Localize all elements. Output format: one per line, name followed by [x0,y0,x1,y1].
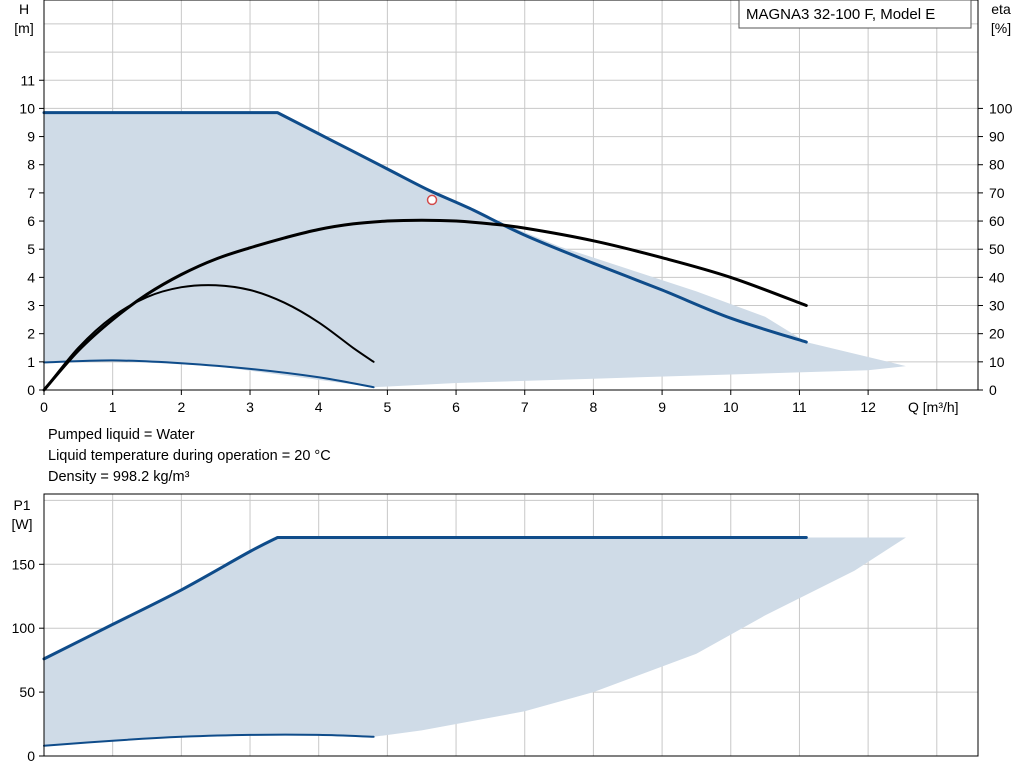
note-liquid-temperature: Liquid temperature during operation = 20… [48,448,331,464]
eta-tick-label: 80 [989,157,1005,173]
note-density: Density = 998.2 kg/m³ [48,469,190,485]
eta-tick-label: 50 [989,241,1005,257]
power-tick-label: 50 [19,684,35,700]
eta-tick-label: 70 [989,185,1005,201]
power-tick-label: 0 [27,748,35,764]
power-y-axis-ticks: 0 50 100 150 [12,556,44,764]
head-y-axis-label: H [19,1,29,17]
y-tick-label: 10 [19,100,35,116]
eta-tick-label: 30 [989,298,1005,314]
eta-axis-label: eta [991,1,1011,17]
head-y-axis-unit: [m] [14,20,33,36]
power-chart-curves [42,536,808,747]
eta-tick-label: 90 [989,129,1005,145]
head-x-axis-ticks: 0 1 2 3 4 5 6 7 8 9 10 11 12 [40,390,876,415]
x-tick-label: 9 [658,399,666,415]
y-tick-label: 9 [27,129,35,145]
duty-point-marker[interactable] [426,194,438,206]
power-chart-frame [43,493,979,757]
model-label-box: MAGNA3 32-100 F, Model E [738,0,972,29]
eta-tick-label: 60 [989,213,1005,229]
x-tick-label: 10 [723,399,739,415]
y-tick-label: 0 [27,382,35,398]
note-pumped-liquid: Pumped liquid = Water [48,427,195,443]
head-chart-frame [43,0,979,391]
power-y-axis-label: P1 [13,497,30,513]
x-tick-label: 8 [590,399,598,415]
y-tick-label: 6 [27,213,35,229]
y-tick-label: 7 [27,185,35,201]
power-tick-label: 100 [12,620,36,636]
eta-tick-label: 20 [989,326,1005,342]
max-efficiency-curve [42,218,808,392]
eta-tick-label: 40 [989,269,1005,285]
power-operating-envelope [44,537,906,746]
y-tick-label: 8 [27,157,35,173]
x-tick-label: 7 [521,399,529,415]
y-tick-label: 2 [27,326,35,342]
eta-axis-unit: [%] [991,20,1011,36]
x-tick-label: 6 [452,399,460,415]
head-chart-curves [42,111,808,392]
y-tick-label: 1 [27,354,35,370]
y-tick-label: 5 [27,241,35,257]
eta-tick-label: 100 [989,100,1013,116]
x-tick-label: 2 [177,399,185,415]
power-tick-label: 150 [12,556,36,572]
max-power-curve [42,536,808,661]
x-tick-label: 0 [40,399,48,415]
min-head-curve [43,359,375,389]
head-eta-axis-ticks: 0 10 20 30 40 50 60 70 80 90 100 [978,100,1013,398]
min-efficiency-curve [43,284,375,391]
x-tick-label: 5 [383,399,391,415]
y-tick-label: 4 [27,269,35,285]
y-tick-label: 11 [20,72,35,88]
eta-tick-label: 10 [989,354,1005,370]
power-y-axis-unit: [W] [12,516,33,532]
head-y-axis-ticks: 0 1 2 3 4 5 6 7 8 9 10 11 [19,72,44,398]
y-tick-label: 3 [27,298,35,314]
min-power-curve [43,733,375,747]
x-tick-label: 11 [792,399,807,415]
x-tick-label: 3 [246,399,254,415]
flow-axis-label: Q [m³/h] [908,399,959,415]
x-tick-label: 1 [109,399,117,415]
liquid-notes: Pumped liquid = Water Liquid temperature… [48,427,331,485]
eta-tick-label: 0 [989,382,997,398]
model-label: MAGNA3 32-100 F, Model E [746,6,935,23]
head-operating-envelope [44,112,906,388]
x-tick-label: 4 [315,399,323,415]
x-tick-label: 12 [860,399,876,415]
power-chart: 0 50 100 150 P1 [W] [12,493,979,764]
